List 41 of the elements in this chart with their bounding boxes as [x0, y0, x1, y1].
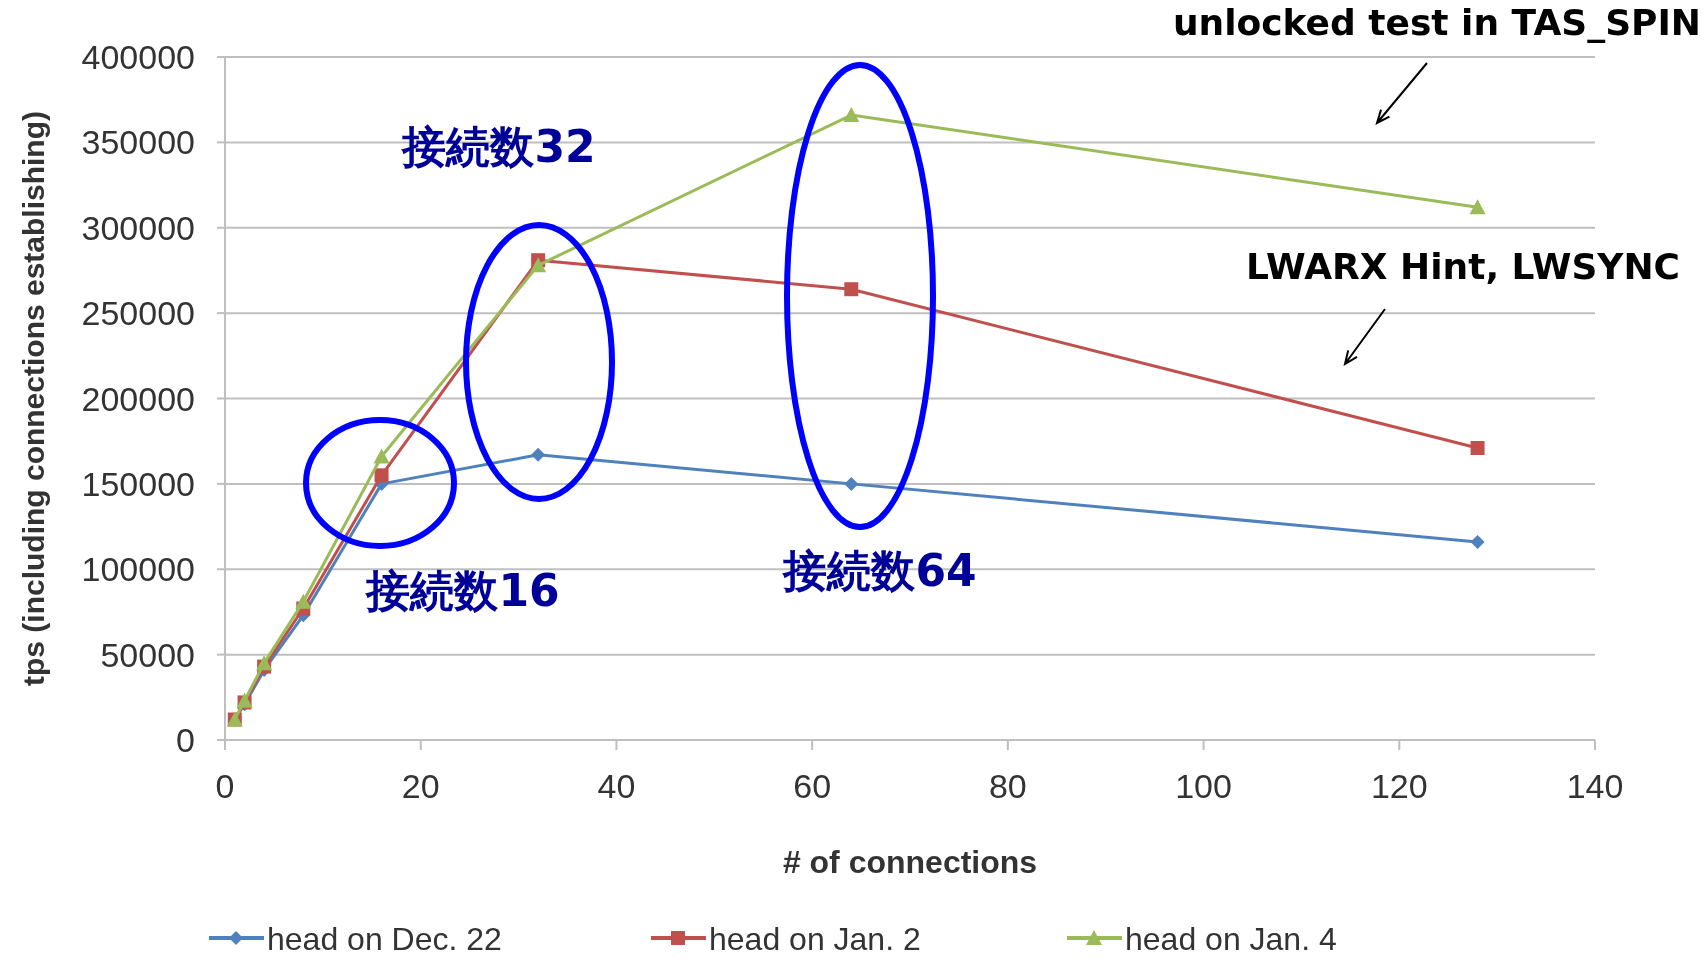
- point: [843, 107, 860, 123]
- y-tick-label: 100000: [81, 550, 195, 589]
- point: [531, 447, 546, 462]
- point: [1469, 199, 1486, 215]
- point: [530, 257, 547, 273]
- legend-label: head on Jan. 2: [709, 921, 921, 957]
- y-tick-label: 50000: [100, 635, 195, 674]
- x-tick-label: 60: [793, 767, 832, 805]
- y-tick-label: 300000: [81, 208, 195, 247]
- y-tick-label: 350000: [81, 123, 195, 162]
- x-tick-label: 120: [1370, 767, 1428, 805]
- point: [295, 593, 312, 609]
- annotation: unlocked test in TAS_SPIN: [1172, 2, 1701, 125]
- annotation: 接続数64: [781, 545, 977, 596]
- y-axis-title: tps (including connections establishing): [17, 110, 50, 687]
- legend-label: head on Jan. 4: [1125, 921, 1337, 957]
- y-tick-label: 400000: [81, 38, 195, 76]
- point: [374, 468, 389, 483]
- x-tick-label: 20: [401, 767, 440, 805]
- x-tick-label: 0: [215, 767, 235, 805]
- annotation: 接続数32: [400, 121, 596, 172]
- point: [373, 448, 390, 464]
- point: [1470, 441, 1485, 456]
- annotation: 接続数16: [364, 565, 560, 616]
- point: [844, 282, 859, 297]
- annotation: LWARX Hint, LWSYNC: [1245, 246, 1680, 287]
- y-tick-label: 200000: [81, 379, 195, 418]
- y-tick-label: 0: [176, 721, 195, 759]
- annotation: 接続数64: [783, 62, 977, 596]
- x-axis-title: # of connections: [782, 844, 1038, 880]
- x-tick-label: 40: [597, 767, 636, 805]
- point: [844, 476, 859, 491]
- x-tick-label: 80: [988, 767, 1027, 805]
- point: [1470, 534, 1485, 549]
- legend-label: head on Dec. 22: [267, 921, 502, 957]
- x-tick-label: 140: [1566, 767, 1624, 805]
- annotation: LWARX Hint, LWSYNC: [1245, 246, 1680, 367]
- y-tick-label: 150000: [81, 464, 195, 503]
- y-tick-label: 250000: [81, 294, 195, 333]
- point: [256, 655, 273, 671]
- x-tick-label: 100: [1175, 767, 1232, 805]
